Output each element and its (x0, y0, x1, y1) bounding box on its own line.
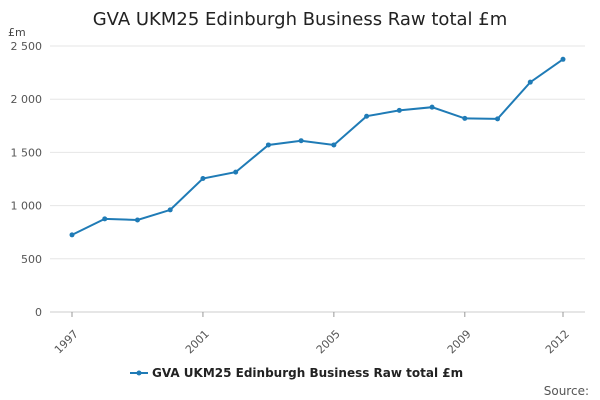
data-point[interactable] (462, 115, 468, 121)
data-point[interactable] (429, 104, 435, 110)
data-point[interactable] (495, 116, 501, 122)
legend-swatch-marker (136, 370, 142, 376)
data-point[interactable] (396, 107, 402, 113)
y-tick-label: 1 500 (11, 146, 43, 159)
y-tick-label: 0 (35, 306, 42, 319)
y-tick-label: 500 (21, 253, 42, 266)
chart-title: GVA UKM25 Edinburgh Business Raw total £… (93, 9, 508, 30)
x-axis: 1997 2001 2005 2009 2012 (50, 311, 585, 356)
y-tick-label: 1 000 (11, 200, 43, 213)
y-axis-ticks: 0 500 1 000 1 500 2 000 2 500 (11, 40, 43, 319)
data-point[interactable] (69, 232, 75, 238)
data-point[interactable] (167, 207, 173, 213)
data-point[interactable] (134, 217, 140, 223)
data-point[interactable] (298, 138, 304, 144)
legend[interactable]: GVA UKM25 Edinburgh Business Raw total £… (130, 366, 463, 380)
series-layer (69, 56, 566, 238)
y-tick-label: 2 000 (11, 93, 43, 106)
series-line (71, 58, 564, 236)
data-point[interactable] (233, 169, 239, 175)
data-point[interactable] (364, 113, 370, 119)
gridlines (50, 45, 585, 260)
data-point[interactable] (265, 142, 271, 148)
x-tick-label: 2005 (314, 327, 343, 356)
x-tick-label: 1997 (52, 327, 81, 356)
y-tick-label: 2 500 (11, 40, 43, 53)
x-tick-label: 2012 (543, 327, 572, 356)
legend-entry[interactable]: GVA UKM25 Edinburgh Business Raw total £… (152, 366, 463, 380)
x-tick-label: 2001 (183, 327, 212, 356)
data-point[interactable] (560, 56, 566, 62)
x-tick-label: 2009 (445, 327, 474, 356)
data-point[interactable] (200, 175, 206, 181)
source-label: Source: (544, 384, 589, 398)
data-point[interactable] (331, 142, 337, 148)
data-point[interactable] (527, 79, 533, 85)
data-point[interactable] (102, 216, 108, 222)
y-axis-unit: £m (8, 26, 26, 39)
